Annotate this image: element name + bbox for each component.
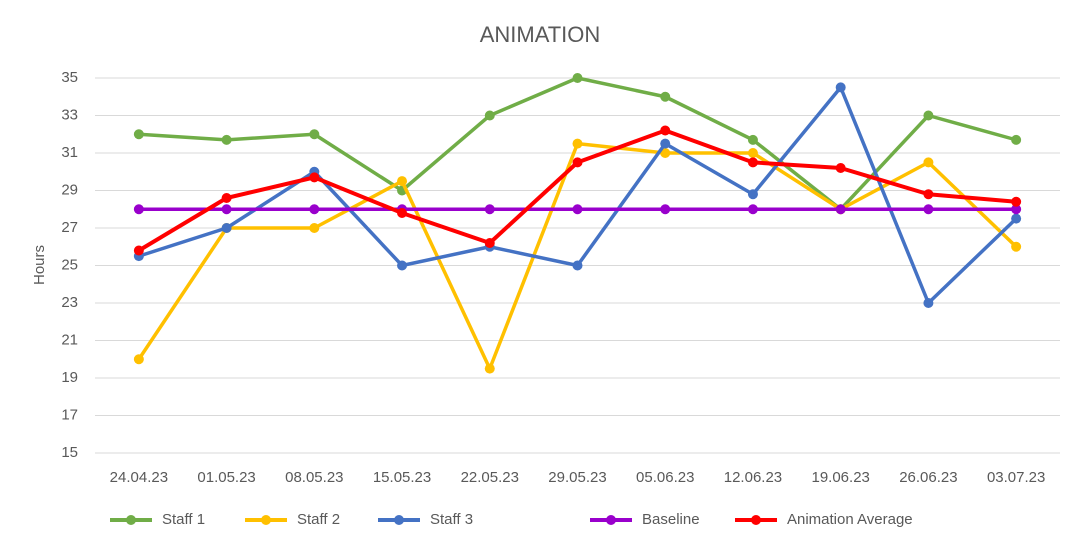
x-tick-label: 22.05.23 — [461, 469, 519, 486]
data-point — [923, 204, 934, 215]
data-point — [835, 82, 846, 93]
x-tick-label: 19.06.23 — [811, 469, 869, 486]
data-point — [747, 204, 758, 215]
legend-marker — [394, 515, 404, 525]
data-point — [133, 129, 144, 140]
data-point — [660, 204, 671, 215]
legend-marker — [126, 515, 136, 525]
legend-label: Staff 3 — [430, 511, 473, 528]
data-point — [1011, 241, 1022, 252]
y-tick-label: 35 — [61, 69, 78, 86]
data-point — [923, 157, 934, 168]
data-point — [484, 204, 495, 215]
data-point — [397, 260, 408, 271]
data-point — [397, 208, 408, 218]
x-tick-label: 29.05.23 — [548, 469, 606, 486]
legend-label: Animation Average — [787, 511, 913, 528]
y-tick-label: 27 — [61, 219, 78, 236]
data-point — [1011, 204, 1022, 215]
data-point — [1011, 134, 1022, 145]
data-point — [309, 223, 320, 233]
data-point — [747, 157, 758, 168]
data-point — [835, 204, 846, 215]
data-point — [572, 157, 583, 168]
data-point — [660, 125, 671, 136]
legend-label: Baseline — [642, 511, 700, 528]
data-point — [309, 204, 320, 215]
data-point — [747, 134, 758, 145]
x-tick-label: 05.06.23 — [636, 469, 694, 486]
data-point — [572, 260, 583, 271]
chart-title: ANIMATION — [480, 22, 601, 47]
legend-label: Staff 1 — [162, 511, 205, 528]
data-point — [133, 354, 144, 365]
y-tick-label: 31 — [61, 144, 78, 161]
data-point — [572, 138, 583, 149]
data-point — [484, 238, 495, 248]
legend-label: Staff 2 — [297, 511, 340, 528]
y-axis-label: Hours — [31, 245, 48, 285]
y-tick-label: 29 — [61, 181, 78, 198]
data-point — [397, 176, 408, 187]
series-line — [137, 141, 1018, 371]
x-tick-label: 08.05.23 — [285, 469, 343, 486]
x-tick-label: 15.05.23 — [373, 469, 431, 486]
data-point — [660, 138, 671, 149]
legend-marker — [751, 515, 761, 525]
data-point — [221, 193, 232, 203]
data-point — [1011, 196, 1022, 207]
y-tick-label: 19 — [61, 369, 78, 386]
data-point — [835, 163, 846, 173]
data-point — [484, 110, 495, 121]
data-point — [572, 73, 583, 83]
data-point — [572, 204, 583, 215]
y-tick-label: 33 — [61, 106, 78, 123]
x-tick-label: 01.05.23 — [197, 469, 255, 486]
x-tick-label: 24.04.23 — [110, 469, 168, 486]
y-tick-label: 23 — [61, 294, 78, 311]
legend-marker — [261, 515, 271, 525]
data-point — [660, 148, 671, 158]
data-point — [660, 91, 671, 102]
y-tick-label: 17 — [61, 406, 78, 423]
legend-marker — [606, 515, 616, 525]
data-point — [747, 189, 758, 200]
data-point — [923, 110, 934, 121]
data-point — [309, 172, 320, 183]
data-point — [923, 189, 934, 200]
data-point — [221, 204, 232, 215]
data-point — [221, 223, 232, 233]
series-line — [138, 85, 1018, 305]
y-tick-label: 21 — [61, 331, 78, 348]
y-tick-label: 25 — [61, 256, 78, 273]
y-tick-label: 15 — [61, 444, 78, 461]
data-point — [133, 204, 144, 215]
data-point — [923, 298, 934, 308]
x-tick-label: 26.06.23 — [899, 469, 957, 486]
x-tick-label: 12.06.23 — [724, 469, 782, 486]
data-point — [747, 148, 758, 158]
data-point — [309, 129, 320, 140]
data-point — [133, 245, 144, 256]
data-point — [1011, 213, 1022, 224]
x-tick-label: 03.07.23 — [987, 469, 1045, 486]
data-point — [221, 134, 232, 145]
data-point — [484, 363, 495, 374]
